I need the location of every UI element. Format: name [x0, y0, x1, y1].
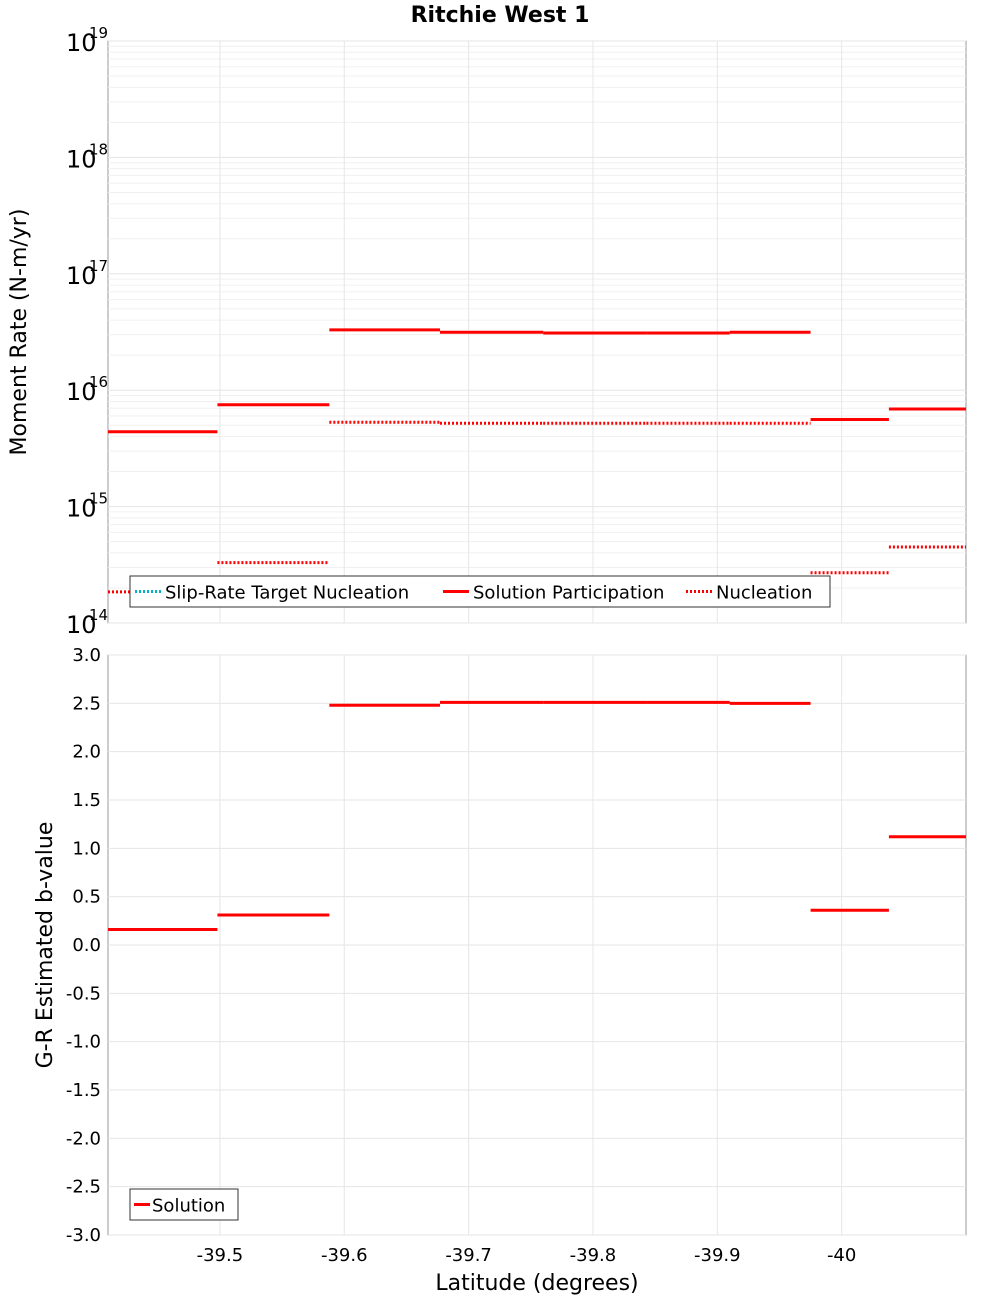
b-value-y-tick-label: 0.0	[72, 935, 101, 956]
x-tick-label: -39.8	[570, 1245, 617, 1266]
x-tick-label: -39.5	[197, 1245, 244, 1266]
b-value-y-tick-label: -0.5	[66, 983, 101, 1004]
chart-title: Ritchie West 1	[411, 3, 590, 28]
b-value-y-tick-label: -3.0	[66, 1225, 101, 1246]
b-value-y-tick-label: 1.0	[72, 838, 101, 859]
b-value-y-tick-label: -1.0	[66, 1032, 101, 1053]
b-value-y-tick-label: 2.5	[72, 693, 101, 714]
legend-label: Solution	[152, 1196, 225, 1217]
y-tick-base: 10	[66, 378, 97, 406]
b-value-legend: Solution	[129, 1188, 239, 1221]
legend-label: Nucleation	[716, 583, 812, 604]
y-tick-base: 10	[66, 29, 97, 57]
y-tick-exponent: 18	[89, 140, 108, 158]
x-axis-ticks: -39.5 -39.6 -39.7 -39.8 -39.9 -40	[197, 1245, 857, 1266]
x-axis-label: Latitude (degrees)	[435, 1271, 638, 1296]
b-value-y-tick-label: 3.0	[72, 645, 101, 666]
y-tick-exponent: 19	[89, 24, 108, 42]
moment-rate-series	[108, 328, 966, 594]
b-value-series	[108, 700, 966, 932]
y-tick-base: 10	[66, 611, 97, 639]
x-tick-label: -39.9	[694, 1245, 741, 1266]
b-value-y-tick-label: 2.0	[72, 742, 101, 763]
y-tick-base: 10	[66, 145, 97, 173]
x-tick-label: -39.7	[445, 1245, 492, 1266]
x-tick-label: -39.6	[321, 1245, 368, 1266]
b-value-y-tick-label: -2.5	[66, 1177, 101, 1198]
x-tick-label: -40	[827, 1245, 856, 1266]
b-value-y-tick-label: 0.5	[72, 887, 101, 908]
b-value-grid	[108, 654, 966, 1236]
y-tick-base: 10	[66, 262, 97, 290]
y-tick-exponent: 15	[89, 490, 108, 508]
moment-rate-y-axis-label: Moment Rate (N-m/yr)	[7, 209, 32, 456]
b-value-y-tick-label: 1.5	[72, 790, 101, 811]
b-value-panel: 3.0 2.5 2.0 1.5 1.0 0.5 0.0 -0.5 -1.0 -1.5 -2.0 -2.…	[33, 645, 967, 1246]
legend-label: Solution Participation	[473, 583, 664, 604]
legend-label: Slip-Rate Target Nucleation	[165, 583, 409, 604]
b-value-y-tick-label: -2.0	[66, 1128, 101, 1149]
moment-rate-legend: Slip-Rate Target Nucleation Solution Part…	[129, 575, 831, 608]
b-value-y-axis-label: G-R Estimated b-value	[33, 822, 58, 1069]
b-value-y-ticks: 3.0 2.5 2.0 1.5 1.0 0.5 0.0 -0.5 -1.0 -1.5 -2.0 -2.…	[66, 645, 101, 1246]
y-tick-base: 10	[66, 495, 97, 523]
y-tick-exponent: 16	[89, 373, 108, 391]
y-tick-exponent: 14	[89, 606, 108, 624]
b-value-y-tick-label: -1.5	[66, 1080, 101, 1101]
y-tick-exponent: 17	[89, 257, 108, 275]
legend-box	[129, 575, 831, 608]
